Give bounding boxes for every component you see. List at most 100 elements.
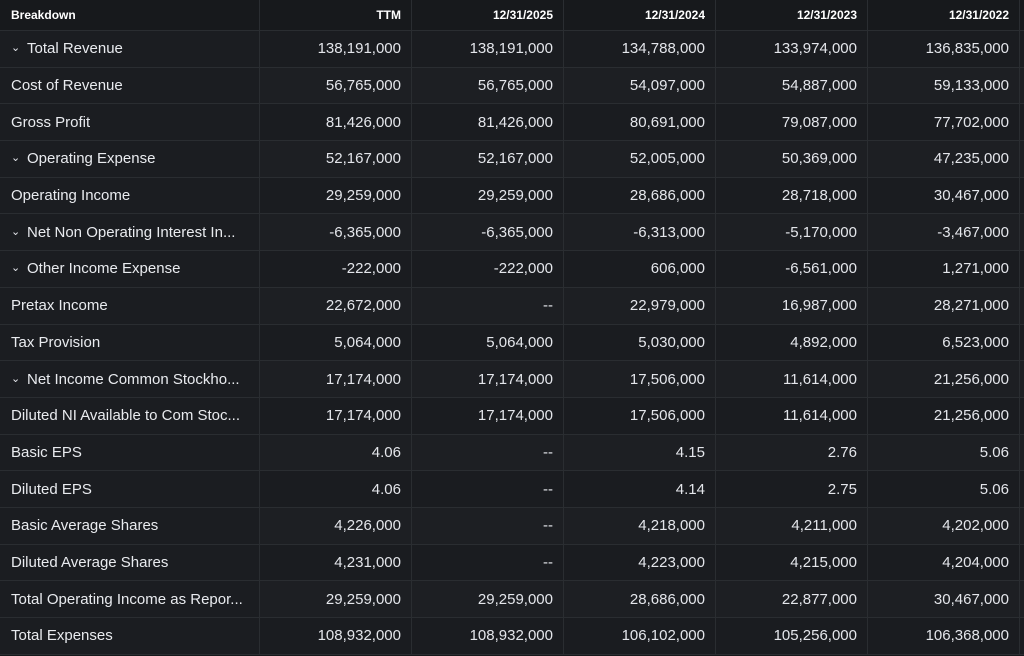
row-value: 4.06 [260,434,412,471]
row-value: 105,256,000 [716,618,868,654]
row-value: 47,235,000 [868,141,1020,177]
row-label-text: Cost of Revenue [11,77,123,95]
row-value: 4,215,000 [716,544,868,581]
row-value: 80,691,000 [564,104,716,141]
row-value: -5,170,000 [716,214,868,251]
row-value: 52,167,000 [412,141,564,177]
row-label[interactable]: ⌄ Net Non Operating Interest In... [0,214,260,251]
row-value: 5,064,000 [412,324,564,361]
row-label: Diluted EPS [0,471,260,507]
row-label: Total Operating Income as Repor... [0,581,260,617]
table-row: Cost of Revenue 56,765,000 56,765,000 54,09… [0,67,1024,105]
table-row[interactable]: ⌄ Total Revenue 138,191,000 138,191,000 134,… [0,31,1024,68]
row-label[interactable]: ⌄ Net Income Common Stockho... [0,361,260,397]
row-value: -- [412,507,564,544]
row-label-text: Total Revenue [27,40,123,58]
row-value: 2.76 [716,434,868,471]
table-row: Gross Profit 81,426,000 81,426,000 80,691,0… [0,104,1024,142]
header-col-2024[interactable]: 12/31/2024 [564,0,716,30]
row-value: 54,097,000 [564,67,716,104]
row-value: -3,467,000 [868,214,1020,251]
row-value: 138,191,000 [260,31,412,67]
chevron-down-icon[interactable]: ⌄ [11,152,21,165]
row-value: 4,223,000 [564,544,716,581]
row-label: Gross Profit [0,104,260,141]
table-row[interactable]: ⌄ Net Non Operating Interest In... -6,365,… [0,214,1024,252]
chevron-down-icon[interactable]: ⌄ [11,262,21,275]
table-row[interactable]: ⌄ Operating Expense 52,167,000 52,167,000 52… [0,141,1024,178]
row-value: 4,892,000 [716,324,868,361]
row-value: 29,259,000 [260,581,412,617]
row-value: 52,005,000 [564,141,716,177]
row-value: 28,718,000 [716,177,868,214]
chevron-down-icon[interactable]: ⌄ [11,372,21,385]
row-value: 17,174,000 [412,361,564,397]
row-label: Total Expenses [0,618,260,654]
row-label[interactable]: ⌄ Total Revenue [0,31,260,67]
row-value: 108,932,000 [412,618,564,654]
row-value: 5,030,000 [564,324,716,361]
row-value: 81,426,000 [412,104,564,141]
row-value: 4,226,000 [260,507,412,544]
row-value: 4.15 [564,434,716,471]
row-value: 56,765,000 [260,67,412,104]
row-value: 17,174,000 [260,361,412,397]
row-value: 4,202,000 [868,507,1020,544]
table-row: Total Operating Income as Repor... 29,259… [0,581,1024,618]
row-label[interactable]: ⌄ Operating Expense [0,141,260,177]
row-value: 1,271,000 [868,251,1020,287]
row-value: 22,979,000 [564,287,716,324]
row-value: 138,191,000 [412,31,564,67]
row-value: 30,467,000 [868,581,1020,617]
table-row: Basic EPS 4.06 -- 4.15 2.76 5.06 [0,434,1024,472]
table-header: Breakdown TTM 12/31/2025 12/31/2024 12/3… [0,0,1024,31]
row-value: 11,614,000 [716,397,868,434]
row-label: Tax Provision [0,324,260,361]
row-value: 22,877,000 [716,581,868,617]
row-label[interactable]: ⌄ Other Income Expense [0,251,260,287]
row-value: 16,987,000 [716,287,868,324]
row-value: -- [412,471,564,507]
row-label-text: Operating Income [11,187,131,205]
table-row[interactable]: ⌄ Other Income Expense -222,000 -222,000 606… [0,251,1024,288]
row-value: 4,204,000 [868,544,1020,581]
row-value: 50,369,000 [716,141,868,177]
row-label-text: Other Income Expense [27,260,181,278]
row-value: 606,000 [564,251,716,287]
table-row[interactable]: ⌄ Net Income Common Stockho... 17,174,000 1… [0,361,1024,398]
row-value: 56,765,000 [412,67,564,104]
row-label-text: Diluted NI Available to Com Stoc... [11,407,240,425]
row-value: 133,974,000 [716,31,868,67]
row-value: 2.75 [716,471,868,507]
row-value: 5,064,000 [260,324,412,361]
row-value: 22,672,000 [260,287,412,324]
row-value: 30,467,000 [868,177,1020,214]
row-value: -- [412,434,564,471]
chevron-down-icon[interactable]: ⌄ [11,225,21,238]
table-row: Total Expenses 108,932,000 108,932,000 106,… [0,618,1024,655]
row-value: 81,426,000 [260,104,412,141]
row-value: -- [412,544,564,581]
row-label-text: Gross Profit [11,113,91,131]
table-row: Diluted Average Shares 4,231,000 -- 4,223,0… [0,544,1024,582]
header-col-2022[interactable]: 12/31/2022 [868,0,1020,30]
row-value: 4,231,000 [260,544,412,581]
row-value: 21,256,000 [868,397,1020,434]
row-value: -6,365,000 [412,214,564,251]
row-value: 106,102,000 [564,618,716,654]
row-value: 5.06 [868,434,1020,471]
row-value: 29,259,000 [412,581,564,617]
chevron-down-icon[interactable]: ⌄ [11,42,21,55]
row-value: 79,087,000 [716,104,868,141]
row-label: Basic Average Shares [0,507,260,544]
header-col-2025[interactable]: 12/31/2025 [412,0,564,30]
row-value: 21,256,000 [868,361,1020,397]
header-col-2023[interactable]: 12/31/2023 [716,0,868,30]
header-col-ttm[interactable]: TTM [260,0,412,30]
table-row: Basic Average Shares 4,226,000 -- 4,218,000… [0,507,1024,545]
table-row: Diluted NI Available to Com Stoc... 17,17… [0,397,1024,435]
row-value: 28,686,000 [564,177,716,214]
header-breakdown: Breakdown [0,0,260,30]
row-value: 4.06 [260,471,412,507]
